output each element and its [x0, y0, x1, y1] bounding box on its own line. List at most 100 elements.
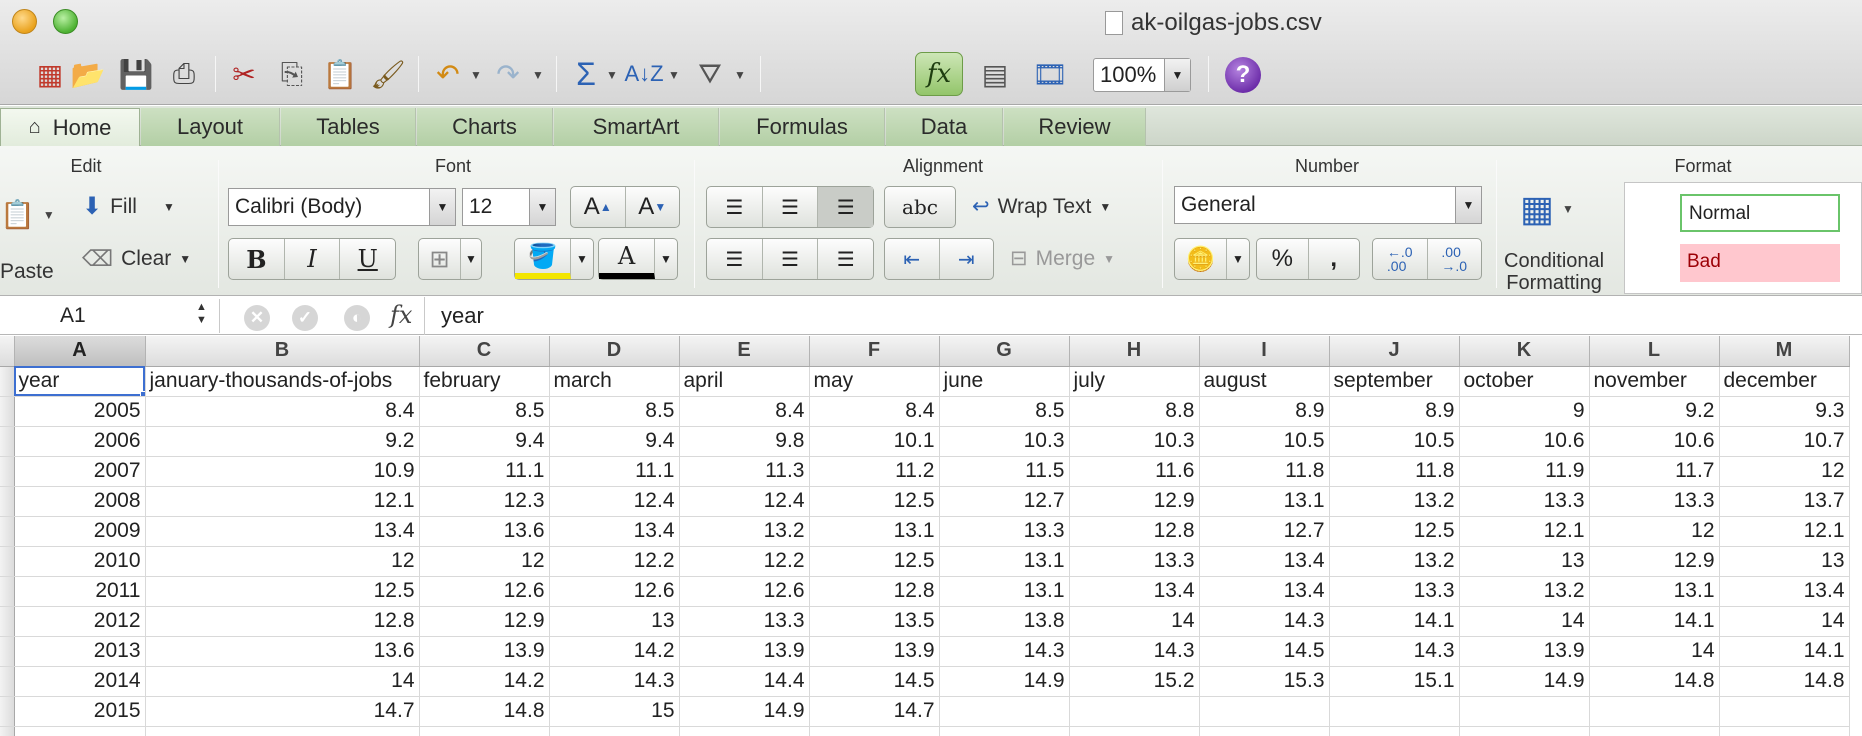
filter-icon[interactable]: ⛛	[698, 57, 722, 89]
cell[interactable]: 11.1	[419, 456, 550, 487]
chevron-down-icon[interactable]: ▼	[529, 189, 555, 225]
cell[interactable]	[1459, 726, 1590, 736]
cell[interactable]: 9.3	[1719, 396, 1850, 427]
chevron-down-icon[interactable]: ▼	[576, 252, 588, 266]
formula-input[interactable]: year	[424, 297, 1862, 335]
cell[interactable]: may	[809, 366, 940, 397]
sort-menu-chevron-icon[interactable]: ▼	[668, 68, 680, 82]
cell[interactable]: 9	[1459, 396, 1590, 427]
cell[interactable]: 13.3	[1589, 486, 1720, 517]
percent-button[interactable]: %	[1257, 239, 1309, 279]
cell[interactable]	[1329, 726, 1460, 736]
cell[interactable]: 12.7	[1199, 516, 1330, 547]
cell[interactable]: 2013	[14, 636, 146, 667]
cell[interactable]	[1199, 696, 1330, 727]
cell[interactable]: 12.9	[1589, 546, 1720, 577]
row-header[interactable]	[0, 726, 15, 736]
select-all-corner[interactable]	[0, 336, 15, 367]
cell[interactable]	[939, 726, 1070, 736]
cell[interactable]	[14, 726, 146, 736]
redo-menu-chevron-icon[interactable]: ▼	[532, 68, 544, 82]
cell[interactable]: 12	[145, 546, 420, 577]
wrap-text-button[interactable]: ↩ Wrap Text ▼	[972, 194, 1111, 219]
cell[interactable]: 13.6	[419, 516, 550, 547]
cell[interactable]: 13.1	[939, 546, 1070, 577]
cut-icon[interactable]: ✂	[232, 58, 256, 90]
cell[interactable]	[1199, 726, 1330, 736]
align-center-icon[interactable]: ☰	[763, 239, 819, 279]
cell[interactable]: 12.8	[809, 576, 940, 607]
column-header-l[interactable]: L	[1589, 336, 1720, 367]
insert-function-button[interactable]: fx	[390, 301, 413, 329]
cell[interactable]: april	[679, 366, 810, 397]
tab-review[interactable]: Review	[1004, 108, 1146, 146]
paste-button[interactable]: Paste	[0, 260, 54, 283]
cell[interactable]: 8.5	[419, 396, 550, 427]
decrease-decimal-button[interactable]: .00 →.0	[1441, 244, 1468, 274]
cell[interactable]: 14.3	[549, 666, 680, 697]
cell[interactable]: 14.5	[1199, 636, 1330, 667]
tab-layout[interactable]: Layout	[141, 108, 280, 146]
cell[interactable]: 13.1	[939, 576, 1070, 607]
chevron-down-icon[interactable]: ▼	[1232, 252, 1244, 266]
cell[interactable]: 11.8	[1199, 456, 1330, 487]
cell[interactable]: 11.9	[1459, 456, 1590, 487]
sort-icon[interactable]: A↓Z	[624, 61, 664, 86]
cell[interactable]: 10.3	[1069, 426, 1200, 457]
help-button[interactable]: ?	[1225, 57, 1261, 93]
cell[interactable]: 14	[1589, 636, 1720, 667]
cell[interactable]: 2012	[14, 606, 146, 637]
cell[interactable]: 10.5	[1329, 426, 1460, 457]
gallery-icon[interactable]: ▦	[36, 58, 64, 90]
cell[interactable]: december	[1719, 366, 1850, 397]
conditional-formatting-icon[interactable]: ▦ ▼	[1520, 188, 1574, 229]
cell[interactable]: 8.9	[1329, 396, 1460, 427]
cell[interactable]: 10.3	[939, 426, 1070, 457]
cell[interactable]: 13	[1459, 546, 1590, 577]
cell[interactable]: 13.1	[809, 516, 940, 547]
font-family-select[interactable]: Calibri (Body) ▼	[228, 188, 456, 226]
chevron-down-icon[interactable]: ▼	[179, 252, 192, 266]
cell[interactable]: 8.4	[145, 396, 420, 427]
cell[interactable]: 2014	[14, 666, 146, 697]
cell[interactable]: 13.3	[679, 606, 810, 637]
cell[interactable]: 2010	[14, 546, 146, 577]
font-size-select[interactable]: 12 ▼	[462, 188, 556, 226]
zoom-select[interactable]: 100% ▼	[1093, 58, 1191, 92]
row-header[interactable]	[0, 546, 15, 577]
row-header[interactable]	[0, 456, 15, 487]
column-header-f[interactable]: F	[809, 336, 940, 367]
cell[interactable]: 8.8	[1069, 396, 1200, 427]
cell[interactable]	[419, 726, 550, 736]
column-header-a[interactable]: A	[14, 336, 146, 367]
cell[interactable]: 2006	[14, 426, 146, 457]
name-box[interactable]: A1	[0, 299, 220, 333]
cell[interactable]: 13.2	[1329, 486, 1460, 517]
undo-menu-chevron-icon[interactable]: ▼	[470, 68, 482, 82]
cell[interactable]: february	[419, 366, 550, 397]
cell[interactable]: 12.4	[679, 486, 810, 517]
clear-button[interactable]: ⌫ Clear ▼	[82, 246, 191, 272]
autosum-icon[interactable]: Σ	[576, 55, 596, 92]
cell[interactable]: 14.8	[419, 696, 550, 727]
cell[interactable]: 14.3	[939, 636, 1070, 667]
cell[interactable]: 15.2	[1069, 666, 1200, 697]
cell[interactable]: 10.6	[1459, 426, 1590, 457]
cell[interactable]: 13.3	[1329, 576, 1460, 607]
cell[interactable]: 2015	[14, 696, 146, 727]
cell[interactable]: 8.5	[549, 396, 680, 427]
cell[interactable]: 14.3	[1199, 606, 1330, 637]
cell[interactable]: 12	[1589, 516, 1720, 547]
cell[interactable]	[549, 726, 680, 736]
chevron-down-icon[interactable]: ▼	[162, 199, 175, 214]
autosum-menu-chevron-icon[interactable]: ▼	[606, 68, 618, 82]
row-header[interactable]	[0, 516, 15, 547]
cell[interactable]: 9.4	[419, 426, 550, 457]
tab-tables[interactable]: Tables	[281, 108, 416, 146]
cell[interactable]	[1329, 696, 1460, 727]
column-header-g[interactable]: G	[939, 336, 1070, 367]
align-top-icon[interactable]: ☰	[707, 187, 763, 227]
cell[interactable]	[809, 726, 940, 736]
cell[interactable]: 14	[145, 666, 420, 697]
